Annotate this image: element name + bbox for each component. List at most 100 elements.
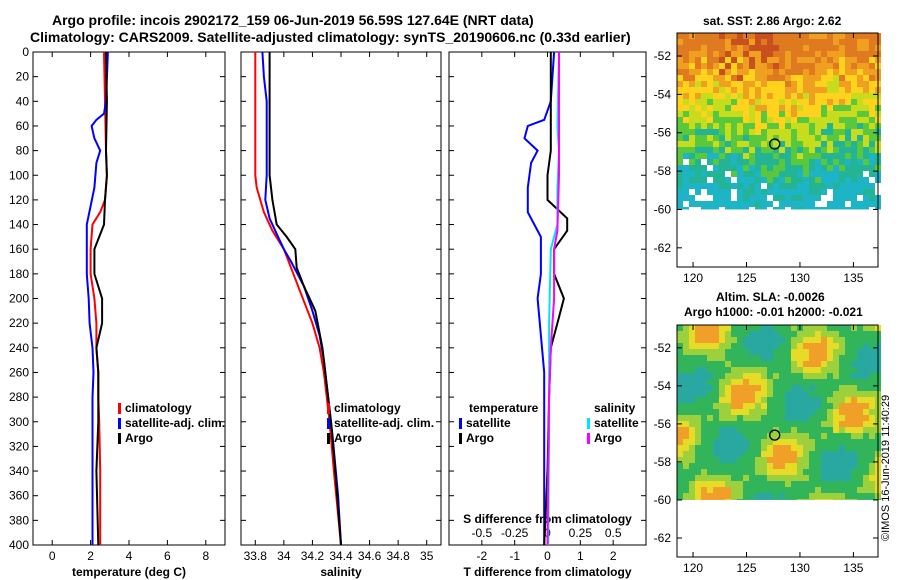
sla-map-cell [809, 379, 815, 385]
sst-map-cell [833, 87, 839, 93]
sla-map-cell [869, 343, 875, 349]
sla-map-cell [821, 361, 827, 367]
temperature-legend-item: climatology [125, 401, 192, 415]
sla-map-cell [719, 379, 725, 385]
sla-map-cell [773, 343, 779, 349]
sst-map-cell [707, 81, 713, 87]
sla-map-cell [701, 349, 707, 355]
sla-map-cell [761, 325, 767, 331]
sst-map-cell [719, 39, 725, 45]
sla-map-lat-label: -54 [654, 379, 672, 393]
sla-map-cell [869, 433, 875, 439]
sla-map-cell [749, 475, 755, 481]
sla-map-cell [827, 487, 833, 493]
sla-map-cell [791, 469, 797, 475]
sla-map-cell [869, 439, 875, 445]
sla-map-cell [791, 427, 797, 433]
sla-map-cell [725, 463, 731, 469]
sla-map-cell [695, 355, 701, 361]
sla-map-cell [767, 343, 773, 349]
sla-map-cell [839, 361, 845, 367]
sla-map-cell [725, 421, 731, 427]
sla-map-cell [701, 475, 707, 481]
sla-map-lat-label: -62 [654, 531, 672, 545]
sst-map-cell [815, 195, 821, 201]
sla-map-cell [725, 337, 731, 343]
sla-map-cell [839, 499, 845, 500]
sst-map-cell [809, 135, 815, 141]
sla-map-cell [785, 361, 791, 367]
sst-map-cell [869, 51, 875, 57]
sst-map-cell [683, 195, 689, 201]
sst-map-cell [785, 171, 791, 177]
sst-map-cell [737, 189, 743, 195]
sla-map-cell [815, 457, 821, 463]
sla-map-cell [773, 331, 779, 337]
sst-map-cell [791, 81, 797, 87]
sst-map-cell [833, 105, 839, 111]
sla-map-cell [785, 409, 791, 415]
sla-map-cell [749, 445, 755, 451]
sla-map-cell [743, 403, 749, 409]
sst-map-cell [821, 99, 827, 105]
sst-map-cell [869, 177, 875, 183]
sla-map-cell [725, 409, 731, 415]
temperature-axes-frame [32, 51, 226, 546]
sst-map-cell [737, 33, 743, 39]
sst-map-cell [737, 69, 743, 75]
sla-map-cell [803, 421, 809, 427]
sst-map-cell [767, 63, 773, 69]
sst-map-cell [683, 99, 689, 105]
sla-map-cell [851, 433, 857, 439]
sst-map-cell [743, 117, 749, 123]
temperature-xtick-label: 8 [202, 549, 209, 563]
sst-map-cell [677, 147, 683, 153]
sst-map-cell [689, 207, 695, 210]
sla-map-cell [797, 451, 803, 457]
sst-map-cell [731, 93, 737, 99]
sst-map-cell [869, 99, 875, 105]
sst-map-cell [863, 39, 869, 45]
sla-map-cell [815, 385, 821, 391]
sla-map-cell [755, 481, 761, 487]
sst-map-cell [857, 69, 863, 75]
sla-map-cell [701, 445, 707, 451]
sla-map-cell [845, 493, 851, 499]
sst-map-cell [809, 111, 815, 117]
sst-map-cell [677, 171, 683, 177]
sst-map-cell [857, 171, 863, 177]
sst-map-cell [791, 99, 797, 105]
sst-map-cell [773, 111, 779, 117]
sst-map-cell [731, 195, 737, 201]
sla-map-cell [815, 475, 821, 481]
sla-map-cell [785, 343, 791, 349]
sla-map-cell [851, 397, 857, 403]
sst-map-cell [773, 105, 779, 111]
sla-map-cell [809, 397, 815, 403]
sla-map-cell [797, 457, 803, 463]
sla-map-cell [791, 421, 797, 427]
sla-map-cell [869, 397, 875, 403]
sla-map-cell [857, 439, 863, 445]
sst-map-cell [743, 183, 749, 189]
sst-map-cell [863, 93, 869, 99]
sst-map-cell [779, 111, 785, 117]
sla-map-cell [791, 373, 797, 379]
sla-map-cell [851, 499, 857, 500]
sla-map-cell [761, 469, 767, 475]
sst-map-cell [797, 129, 803, 135]
sla-map-cell [737, 457, 743, 463]
sla-map-cell [803, 427, 809, 433]
sst-map-cell [869, 165, 875, 171]
sst-map-cell [803, 69, 809, 75]
sst-map-cell [707, 147, 713, 153]
sst-map-cell [845, 45, 851, 51]
sla-map-cell [749, 403, 755, 409]
sla-map-cell [719, 445, 725, 451]
sst-map-cell [797, 147, 803, 153]
sst-map-cell [815, 189, 821, 195]
salinity-xtick-label: 35 [420, 549, 434, 563]
sla-map-cell [725, 445, 731, 451]
sst-map-cell [857, 141, 863, 147]
sst-map-cell [827, 159, 833, 165]
